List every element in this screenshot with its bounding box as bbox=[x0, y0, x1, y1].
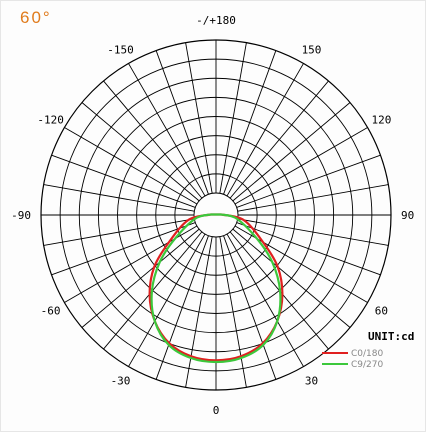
grid-spoke bbox=[43, 184, 195, 212]
angle-label: 30 bbox=[305, 374, 318, 387]
grid-spoke bbox=[226, 233, 304, 367]
angle-label: -120 bbox=[37, 114, 64, 127]
grid-spoke bbox=[103, 80, 203, 199]
grid-spoke bbox=[81, 102, 200, 202]
grid-spoke bbox=[234, 127, 368, 205]
legend-label: C0/180 bbox=[351, 349, 383, 359]
grid-spoke bbox=[219, 42, 247, 194]
angle-label: -150 bbox=[107, 44, 134, 57]
grid-spoke bbox=[236, 222, 381, 276]
grid-spoke bbox=[185, 42, 213, 194]
angle-label: -90 bbox=[11, 209, 31, 222]
unit-label: UNIT:cd bbox=[368, 330, 414, 343]
angle-label: 120 bbox=[371, 114, 391, 127]
grid-spoke bbox=[232, 102, 351, 202]
grid-spoke bbox=[64, 127, 198, 205]
grid-spoke bbox=[223, 235, 277, 380]
grid-spoke bbox=[237, 184, 389, 212]
polar-grid bbox=[40, 39, 392, 391]
grid-spoke bbox=[223, 50, 277, 195]
grid-spoke bbox=[236, 154, 381, 208]
grid-spoke bbox=[226, 63, 304, 197]
angle-label: 60 bbox=[375, 305, 388, 318]
angle-label: 90 bbox=[401, 209, 414, 222]
legend-label: C9/270 bbox=[351, 360, 383, 370]
series-curve-c9-270 bbox=[150, 213, 282, 364]
grid-spoke bbox=[237, 218, 389, 246]
angle-label: 150 bbox=[302, 44, 322, 57]
grid-spoke bbox=[219, 236, 247, 388]
series-curves bbox=[148, 213, 284, 364]
grid-spoke bbox=[43, 218, 195, 246]
grid-spoke bbox=[128, 63, 206, 197]
grid-spoke bbox=[81, 228, 200, 328]
grid-spoke bbox=[51, 154, 196, 208]
angle-label: -30 bbox=[111, 374, 131, 387]
series-curve-c0-180 bbox=[148, 213, 284, 362]
angle-label: 0 bbox=[213, 404, 220, 417]
grid-spoke bbox=[185, 236, 213, 388]
angle-label: -60 bbox=[41, 305, 61, 318]
grid-spoke bbox=[155, 50, 209, 195]
angle-labels: -/+180 150 -150 120 -120 90 -90 60 -60 30 -30 0 bbox=[11, 14, 414, 417]
chart-title: 60° bbox=[20, 8, 52, 27]
grid-spoke bbox=[232, 228, 351, 328]
angle-label: -/+180 bbox=[196, 14, 236, 27]
grid-spoke bbox=[51, 222, 196, 276]
grid-spoke bbox=[128, 233, 206, 367]
grid-spoke bbox=[155, 235, 209, 380]
grid-spoke bbox=[229, 80, 329, 199]
